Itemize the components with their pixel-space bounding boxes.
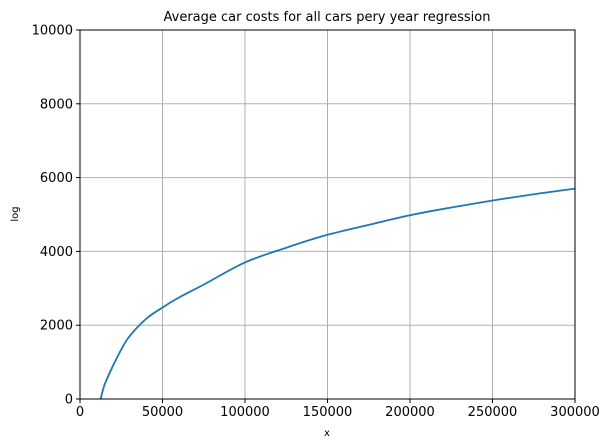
- y-axis-label: log: [10, 206, 21, 221]
- chart-title: Average car costs for all cars pery year…: [164, 10, 491, 25]
- y-tick-label: 8000: [40, 97, 73, 112]
- x-axis-label: x: [324, 428, 330, 439]
- y-tick-label: 2000: [40, 319, 73, 334]
- y-tick-label: 6000: [40, 171, 73, 186]
- x-tick-label: 100000: [220, 405, 270, 420]
- y-tick-label: 10000: [32, 24, 73, 39]
- series-line: [99, 187, 576, 400]
- x-tick-label: 150000: [303, 405, 353, 420]
- y-tick-label: 0: [65, 393, 73, 408]
- x-ticks: 0 50000 100000 150000 200000 250000 300000: [76, 399, 600, 420]
- y-ticks: 0 2000 4000 6000 8000 10000: [32, 24, 80, 408]
- y-tick-label: 4000: [40, 245, 73, 260]
- x-tick-label: 300000: [550, 405, 600, 420]
- x-tick-label: 0: [76, 405, 84, 420]
- x-tick-label: 50000: [142, 405, 183, 420]
- x-tick-label: 250000: [468, 405, 518, 420]
- x-tick-label: 200000: [385, 405, 435, 420]
